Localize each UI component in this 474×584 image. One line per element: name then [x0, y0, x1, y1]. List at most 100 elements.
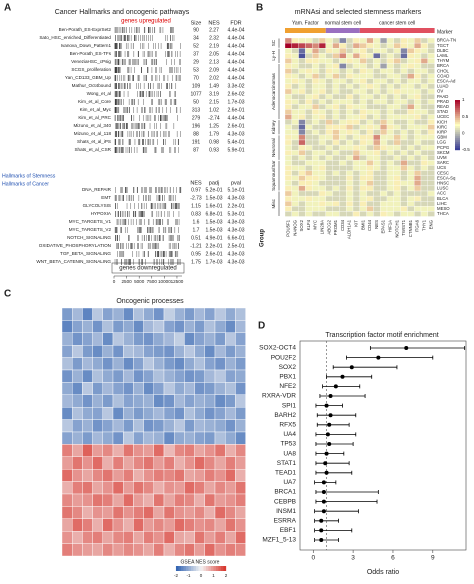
heat-cell: [407, 114, 415, 120]
heat-cell: [346, 73, 354, 79]
heat-cell: [386, 68, 394, 74]
heat-cell: [427, 144, 435, 151]
row-label: UCEC: [437, 114, 449, 119]
heat-cell: [143, 419, 155, 433]
heat-cell: [393, 114, 401, 120]
heat-cell: [407, 58, 415, 64]
legend-step: [213, 566, 217, 571]
group-label: Ly-H: [271, 51, 276, 61]
heat-cell: [312, 114, 320, 120]
column-label: ITGA6: [415, 219, 420, 232]
x-tick-label: 3: [351, 555, 355, 562]
heat-cell: [373, 211, 381, 217]
heat-cell: [373, 201, 381, 207]
heat-cell: [71, 345, 83, 358]
heat-cell: [373, 83, 381, 90]
table-cell: 2.6e-02: [228, 91, 245, 97]
heat-cell: [284, 150, 292, 156]
heat-cell: [284, 134, 292, 141]
heat-cell: [204, 357, 216, 371]
row-label: CESC: [437, 170, 449, 175]
heat-cell: [414, 53, 422, 59]
heat-cell: [284, 180, 292, 187]
table-cell: 1.5e-03: [206, 219, 223, 225]
heat-cell: [414, 58, 422, 64]
heat-cell: [366, 63, 374, 69]
heat-cell: [284, 93, 292, 100]
heat-cell: [173, 345, 185, 358]
x-tick-label: 12500: [171, 279, 184, 284]
heat-cell: [305, 190, 313, 197]
x-axis-label: Odds ratio: [367, 569, 399, 576]
heat-cell: [407, 134, 415, 141]
heat-cell: [305, 185, 313, 192]
heat-cell: [407, 104, 415, 110]
heat-cell: [305, 83, 313, 90]
heat-cell: [325, 88, 333, 95]
heat-cell: [143, 307, 155, 321]
row-label: BRCA-TN: [437, 38, 456, 43]
heat-cell: [420, 83, 428, 90]
heat-cell: [407, 48, 415, 54]
heat-cell: [400, 129, 408, 136]
heat-cell: [291, 144, 299, 151]
heat-cell: [92, 531, 103, 544]
heat-cell: [325, 185, 333, 192]
heat-cell: [194, 357, 206, 371]
heat-cell: [184, 506, 195, 519]
heat-cell: [224, 444, 236, 457]
heat-cell: [366, 190, 374, 197]
point: [319, 528, 324, 533]
legend-step: [205, 566, 209, 571]
heat-cell: [407, 53, 415, 59]
heat-cell: [386, 119, 394, 125]
heat-cell: [325, 175, 333, 181]
heat-cell: [173, 469, 185, 482]
heat-cell: [400, 206, 408, 212]
heat-cell: [291, 155, 299, 161]
point: [319, 538, 324, 542]
heat-cell: [143, 394, 155, 408]
heat-cell: [332, 63, 340, 69]
heat-cell: [339, 48, 347, 54]
heat-cell: [393, 190, 401, 197]
heat-cell: [305, 78, 313, 85]
heat-cell: [407, 37, 415, 44]
heat-cell: [153, 407, 165, 420]
heat-cell: [380, 109, 388, 115]
colorbar-step: [455, 120, 460, 123]
y-tick-label: RXRA-VDR: [262, 393, 296, 400]
table-cell: 0.95: [191, 251, 201, 257]
heat-cell: [102, 345, 114, 358]
heat-cell: [346, 104, 354, 110]
heat-cell: [102, 518, 114, 532]
heat-cell: [414, 175, 422, 181]
heat-cell: [339, 83, 347, 90]
heat-cell: [61, 456, 73, 470]
heat-cell: [305, 37, 313, 44]
heat-cell: [400, 155, 408, 161]
y-tick-label: NFE2: [279, 383, 296, 390]
heat-cell: [153, 469, 165, 482]
heat-cell: [414, 170, 422, 176]
table-cell: 0.97: [191, 187, 201, 193]
heat-cell: [133, 332, 144, 346]
heat-cell: [346, 160, 354, 166]
heat-cell: [325, 109, 333, 115]
heat-cell: [312, 99, 320, 105]
heat-cell: [153, 531, 165, 544]
point: [321, 509, 326, 514]
heat-cell: [204, 369, 216, 383]
heat-cell: [153, 493, 165, 507]
heat-cell: [380, 201, 388, 207]
heat-cell: [346, 58, 354, 64]
heat-cell: [373, 109, 381, 115]
heat-cell: [400, 134, 408, 141]
x-tick-label: 2500: [121, 279, 132, 284]
heat-cell: [112, 518, 124, 532]
heat-cell: [386, 201, 394, 207]
heat-cell: [284, 53, 292, 59]
heat-cell: [400, 201, 408, 207]
group-label: Kidney: [271, 120, 276, 135]
heat-cell: [380, 211, 388, 217]
